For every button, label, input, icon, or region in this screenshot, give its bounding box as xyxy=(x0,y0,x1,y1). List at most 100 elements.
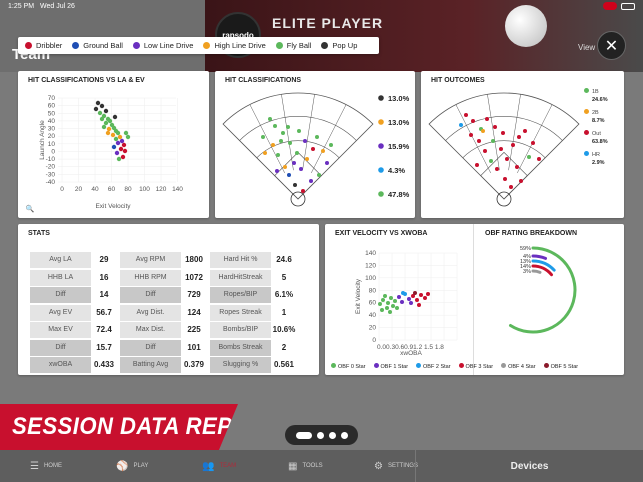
baseball-image xyxy=(505,5,547,47)
stats-grid: Avg LA 29 Avg RPM 1800 Hard Hit % 24.6 HHB LA 1… xyxy=(30,252,300,373)
hit-point xyxy=(459,123,463,127)
tools-icon: ▦ xyxy=(288,460,298,472)
legend-dot-icon xyxy=(25,42,32,49)
obf-legend-item: OBF 2 Star xyxy=(416,363,451,370)
page-dot[interactable] xyxy=(316,431,324,439)
x-tick-label: 100 xyxy=(139,186,150,193)
hit-point xyxy=(495,167,499,171)
hit-point xyxy=(315,135,319,139)
hit-point xyxy=(276,153,280,157)
page-dot[interactable] xyxy=(340,431,348,439)
outcome-value: 24.6% xyxy=(592,97,608,103)
hit-class-percent: 13.0% xyxy=(388,118,410,127)
legend-label: Ground Ball xyxy=(83,41,123,50)
legend-item: Low Line Drive xyxy=(132,41,194,50)
hit-outcomes-title: HIT OUTCOMES xyxy=(431,77,485,84)
legend-label: Fly Ball xyxy=(286,41,312,50)
legend-label: Low Line Drive xyxy=(143,41,194,50)
obf-percent-label: 3% xyxy=(523,269,531,275)
page-dot[interactable] xyxy=(328,431,336,439)
hit-type-legend: Dribbler Ground Ball Low Line Drive High Li… xyxy=(18,37,379,54)
hit-point xyxy=(281,131,285,135)
y-tick-label: 0 xyxy=(51,148,55,155)
nav-label: PLAY xyxy=(133,463,149,469)
stat-value: 56.7 xyxy=(96,307,112,317)
legend-item: Ground Ball xyxy=(72,41,123,50)
view-link[interactable]: View xyxy=(578,43,596,52)
stat-value: 101 xyxy=(187,342,201,352)
team-icon: 👥 xyxy=(202,460,215,472)
y-tick-label: 100 xyxy=(365,275,376,282)
obf-dot-icon xyxy=(416,363,422,368)
stat-label: Max EV xyxy=(30,322,91,338)
stat-value: 0.379 xyxy=(183,360,205,369)
stat-label: Diff xyxy=(30,339,91,356)
y-tick-label: 40 xyxy=(369,312,377,319)
hit-point xyxy=(483,149,487,153)
la-ev-panel: HIT CLASSIFICATIONS VS LA & EV 70 60 50 40 3… xyxy=(18,71,209,218)
close-button[interactable]: ✕ xyxy=(597,31,626,60)
obf-dot-icon xyxy=(501,363,507,368)
recording-indicator-icon xyxy=(603,2,617,10)
hit-point xyxy=(515,165,519,169)
page-dot-active[interactable] xyxy=(295,431,312,439)
outcome-dot-icon xyxy=(584,130,589,135)
data-point xyxy=(391,304,395,308)
obf-arc xyxy=(531,254,548,260)
hit-point xyxy=(501,131,505,135)
hit-classifications-panel: HIT CLASSIFICATIONS 13.0% 13.0% 15.9% 4.3% 4… xyxy=(215,71,415,218)
zoom-icon[interactable]: 🔍 xyxy=(26,204,35,213)
data-point xyxy=(389,296,393,300)
data-point xyxy=(407,297,411,301)
hit-point xyxy=(527,155,531,159)
obf-title: OBF RATING BREAKDOWN xyxy=(485,230,578,237)
stats-panel: STATS Avg LA 29 Avg RPM 1800 Hard Hit % 24.6 H… xyxy=(18,224,319,375)
obf-legend-label: OBF 5 Star xyxy=(550,364,579,370)
stat-value: 1800 xyxy=(185,255,203,264)
obf-dot-icon xyxy=(543,363,549,368)
outcome-value: 8.7% xyxy=(592,118,605,124)
nav-item-settings[interactable]: ⚙ SETTINGS xyxy=(374,461,430,472)
legend-label: High Line Drive xyxy=(214,41,266,50)
data-point xyxy=(395,306,399,310)
hit-point xyxy=(268,117,272,121)
data-point xyxy=(380,308,384,312)
panel-divider xyxy=(473,224,474,375)
data-point xyxy=(122,148,128,154)
stat-value: 10.6% xyxy=(272,325,296,334)
obf-percent-label: 59% xyxy=(520,246,531,252)
obf-legend-item: OBF 1 Star xyxy=(373,363,408,370)
y-tick-label: 20 xyxy=(48,133,56,140)
banner-text: SESSION DATA REPORTS xyxy=(12,413,296,440)
hit-point xyxy=(509,185,513,189)
y-tick-label: 60 xyxy=(369,300,377,307)
page-indicator[interactable] xyxy=(285,425,358,445)
data-point xyxy=(388,310,392,314)
stat-label: xwOBA xyxy=(30,357,91,373)
outcome-dot-icon xyxy=(584,151,589,156)
nav-item-play[interactable]: ⚾ PLAY xyxy=(116,461,172,472)
hit-point xyxy=(485,117,489,121)
hit-point xyxy=(286,125,290,129)
stat-label: HHB LA xyxy=(30,269,91,286)
hit-point xyxy=(499,147,503,151)
percent-dot-icon xyxy=(378,95,384,101)
promo-banner: SESSION DATA REPORTS xyxy=(0,404,238,450)
data-point xyxy=(110,132,116,138)
data-point xyxy=(115,130,121,136)
nav-item-team[interactable]: 👥 TEAM xyxy=(202,461,258,472)
hit-point xyxy=(523,129,527,133)
nav-item-home[interactable]: ☰ HOME xyxy=(30,461,86,472)
devices-button[interactable]: Devices xyxy=(415,450,643,482)
stat-label: HHB RPM xyxy=(120,269,181,286)
status-time: 1:25 PM xyxy=(8,3,35,10)
data-point xyxy=(117,134,123,140)
hit-point xyxy=(491,139,495,143)
nav-label: SETTINGS xyxy=(387,463,418,469)
nav-item-tools[interactable]: ▦ TOOLS xyxy=(288,461,344,472)
data-point xyxy=(93,106,99,112)
data-point xyxy=(118,146,124,152)
hit-point xyxy=(531,141,535,145)
data-point xyxy=(103,108,109,114)
